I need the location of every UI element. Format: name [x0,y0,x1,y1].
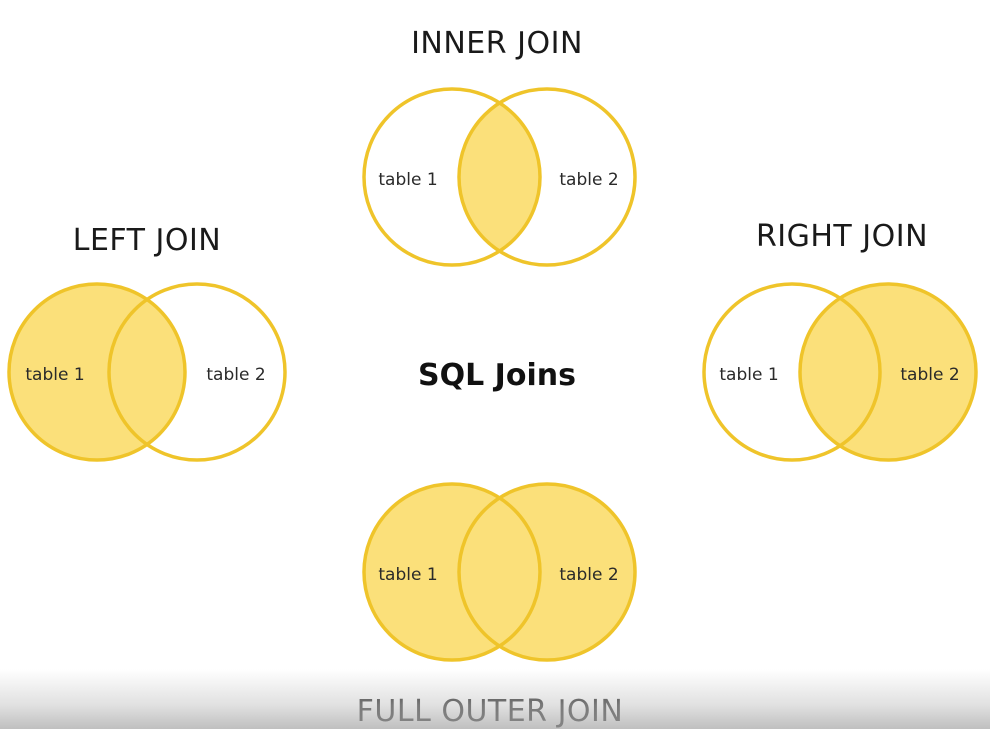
full-join-right-label: table 2 [559,565,618,585]
right-join-left-circle [702,282,882,462]
full-join-left-circle [362,482,542,662]
left-join-diagram: LEFT JOIN table 1 table 2 [7,223,287,462]
right-join-diagram: RIGHT JOIN table 1 table 2 [702,219,978,462]
left-join-left-label: table 1 [25,365,84,385]
full-join-right-fill [459,484,635,660]
left-join-title: LEFT JOIN [73,223,222,258]
full-outer-join-title: FULL OUTER JOIN [357,694,624,729]
inner-join-right-circle [457,87,637,267]
right-join-left-label: table 1 [719,365,778,385]
inner-join-left-circle [362,87,542,267]
full-outer-join-diagram: table 1 table 2 FULL OUTER JOIN [357,482,637,729]
right-join-right-label: table 2 [900,365,959,385]
left-join-left-fill [9,284,185,460]
full-join-right-circle [457,482,637,662]
right-join-right-circle [798,282,978,462]
inner-join-title: INNER JOIN [411,26,583,61]
left-join-right-label: table 2 [206,365,265,385]
right-join-title: RIGHT JOIN [756,219,928,254]
full-join-left-label: table 1 [378,565,437,585]
inner-join-diagram: INNER JOIN table 1 table 2 [362,26,637,267]
left-join-left-circle [7,282,187,462]
left-join-right-circle [107,282,287,462]
center-title: SQL Joins [418,358,576,393]
inner-join-intersection [459,89,540,265]
right-join-right-fill [800,284,976,460]
inner-join-right-label: table 2 [559,170,618,190]
inner-join-left-label: table 1 [378,170,437,190]
